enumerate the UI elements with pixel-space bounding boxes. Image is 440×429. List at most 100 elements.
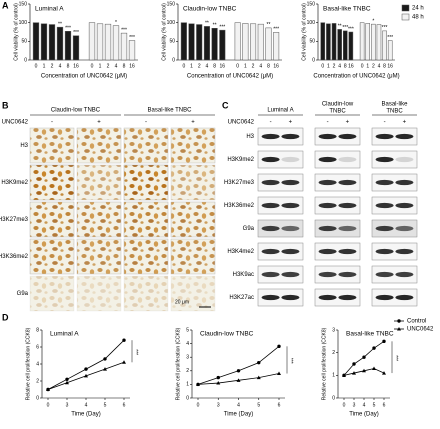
blot-band [261,225,280,232]
significance: *** [393,355,399,361]
x-tick-label: 4 [259,63,262,69]
bar [128,40,136,61]
bar [104,23,112,61]
x-tick-label: 8 [67,63,70,69]
x-tick-label: 4 [237,402,240,408]
series-line [47,339,125,390]
treatment-label: UNC0642 [2,120,29,126]
bar [196,24,203,61]
significance: ** [267,22,271,28]
point [257,360,261,365]
chart-title: Claudin-low TNBC [183,6,237,13]
blot-strip [371,127,418,146]
panel-letter: A [2,0,9,10]
blot-band [375,294,394,301]
x-axis-label: Concentration of UNC0642 (μM) [41,74,127,80]
ihc-image [29,127,75,164]
blot-band [318,133,337,140]
x-tick-label: 3 [353,402,356,408]
significance: ** [213,23,217,29]
blot-band [338,271,357,278]
blot-band [375,179,394,186]
row-label: H3K9me2 [227,157,254,163]
x-tick-label: 0 [35,63,38,69]
x-tick-label: 16 [273,63,279,69]
blot-band [261,248,280,255]
x-tick-label: 4 [338,63,341,69]
blot-band [318,248,337,255]
bar [257,23,264,61]
blot-band [395,294,414,301]
x-tick-label: 2 [333,63,336,69]
treatment: - [51,120,53,126]
significance: *** [348,26,354,32]
panel-letter: C [222,100,229,110]
x-tick-label: 6 [123,402,126,408]
blot-band [281,133,300,140]
bar [250,23,257,61]
blot-strip [257,150,304,169]
blot-strip [314,127,361,146]
legend-label: UNC0642 [407,327,434,333]
bar [387,40,393,61]
x-tick-label: 0 [343,402,346,408]
blot-band [395,202,414,209]
row-label: H3K4me2 [227,249,254,255]
blot-band [261,202,280,209]
y-axis-label: Relative cell proliferation (CCK8) [25,327,31,400]
blot-band [261,294,280,301]
scale-bar-label: 20 μm [175,299,189,305]
point [362,355,366,359]
point [103,367,107,371]
significance: *** [121,27,127,33]
group-header: Claudin-low [322,102,354,108]
blot-band [375,271,394,278]
point [352,371,356,375]
ihc-image [123,275,169,312]
ihc-image [29,275,75,312]
legend-swatch [401,4,410,12]
bar [371,23,376,61]
blot-band [281,225,300,232]
x-tick-label: 1 [327,63,330,69]
bar [234,22,241,61]
bar [265,27,272,61]
x-tick-label: 8 [383,63,386,69]
treatment: + [191,120,195,126]
legend-label: 24 h [412,6,424,12]
blot-band [375,133,394,140]
bar [88,22,96,61]
blot-band [281,156,300,163]
x-tick-label: 5 [257,402,260,408]
blot-band [338,156,357,163]
bar [40,23,48,61]
point [277,344,281,349]
x-axis-label: Time (Day) [349,412,378,418]
y-axis-label: Cell viability (% of control) [161,3,167,61]
x-tick-label: 6 [278,402,281,408]
y-tick-label: 100 [167,20,176,26]
blot-band [281,271,300,278]
ihc-image [170,127,216,164]
significance: *** [219,24,225,30]
significance: *** [342,25,348,31]
chart-title: Basal-like TNBC [346,331,394,338]
ihc-image [170,238,216,275]
row-label: H3K9ac [233,272,254,278]
x-axis-label: Time (Day) [224,412,253,418]
blot-band [375,202,394,209]
bar [242,23,249,61]
y-tick-label: 0 [332,395,335,401]
y-tick-label: 50 [309,39,315,45]
y-tick-label: 2 [36,378,39,384]
chart-title: Basal-like TNBC [323,6,371,13]
chart-title: Claudin-low TNBC [200,331,254,338]
x-tick-label: 0 [321,63,324,69]
blot-band [375,156,394,163]
panel-letter: B [2,100,9,110]
blot-strip [257,196,304,215]
significance: * [372,18,374,24]
ihc-image [123,164,169,201]
row-label: H3K27me3 [0,217,29,223]
